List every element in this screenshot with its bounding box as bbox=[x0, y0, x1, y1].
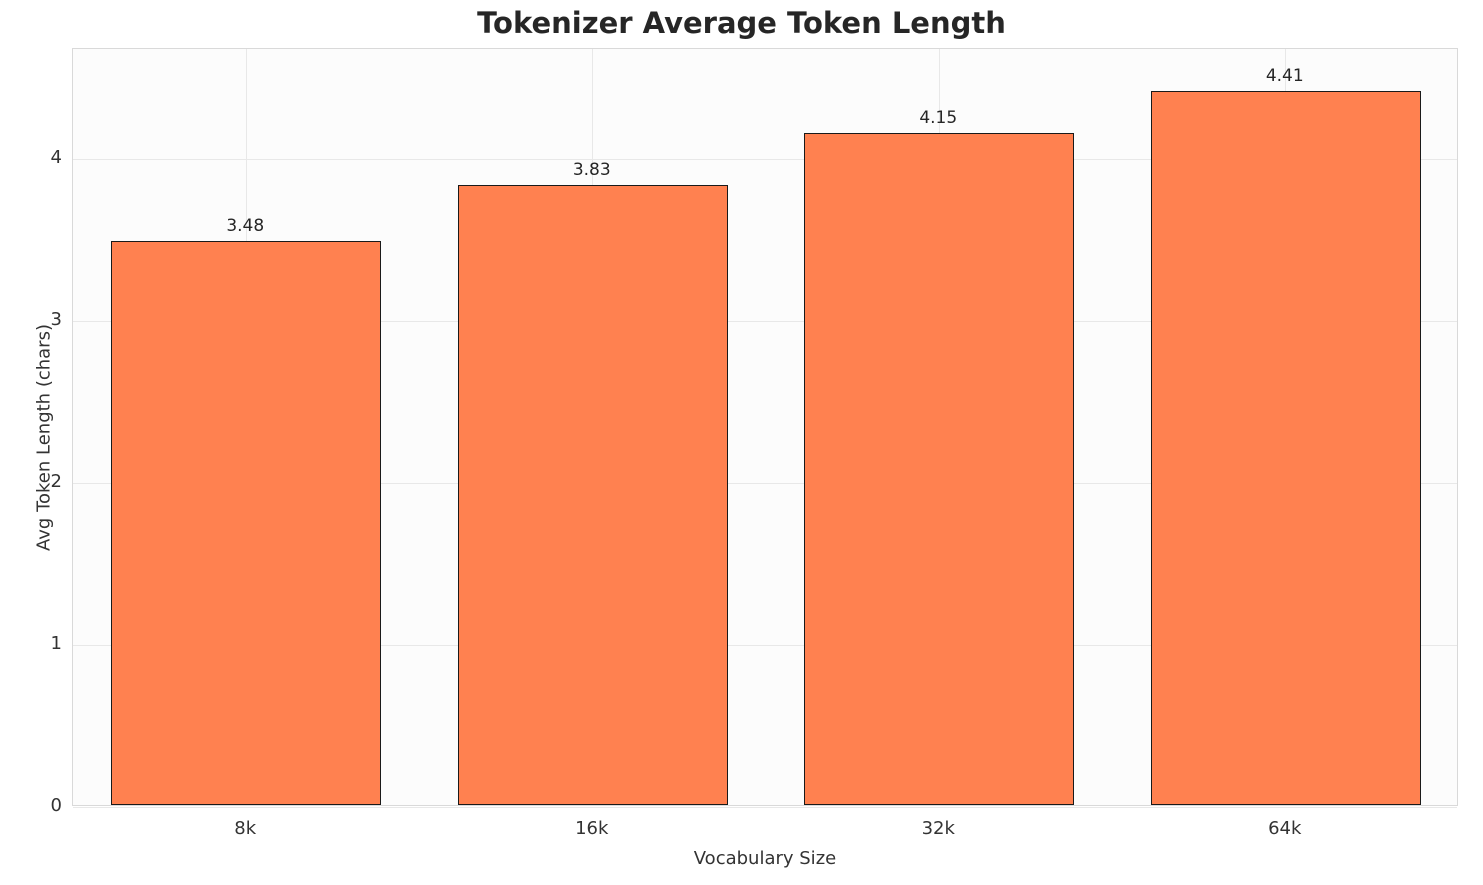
bar-value-label: 4.41 bbox=[1265, 65, 1304, 86]
x-tick-label: 8k bbox=[234, 818, 257, 839]
y-axis-label: Avg Token Length (chars) bbox=[33, 324, 55, 551]
x-axis-label: Vocabulary Size bbox=[693, 848, 837, 869]
y-gridline bbox=[73, 320, 1457, 322]
y-gridline bbox=[73, 482, 1457, 484]
bar-value-label: 4.15 bbox=[919, 107, 958, 128]
bar-32k bbox=[804, 132, 1075, 805]
bar-16k bbox=[457, 184, 728, 805]
x-tick-label: 16k bbox=[575, 818, 609, 839]
chart-title: Tokenizer Average Token Length bbox=[477, 6, 1006, 40]
y-gridline bbox=[73, 644, 1457, 646]
y-tick-label: 3 bbox=[50, 309, 62, 331]
y-gridline bbox=[73, 158, 1457, 160]
bar-value-label: 3.83 bbox=[572, 159, 611, 180]
x-tick-label: 32k bbox=[921, 818, 955, 839]
bar-64k bbox=[1150, 90, 1421, 805]
bar-8k bbox=[111, 241, 382, 805]
bar-value-label: 3.48 bbox=[226, 216, 265, 237]
y-tick-label: 2 bbox=[50, 471, 62, 493]
plot-area bbox=[72, 48, 1458, 808]
y-tick-label: 4 bbox=[50, 147, 62, 169]
y-tick-label: 0 bbox=[50, 795, 62, 816]
y-tick-label: 1 bbox=[50, 633, 62, 655]
x-tick-label: 64k bbox=[1268, 818, 1302, 839]
y-gridline bbox=[73, 806, 1457, 808]
